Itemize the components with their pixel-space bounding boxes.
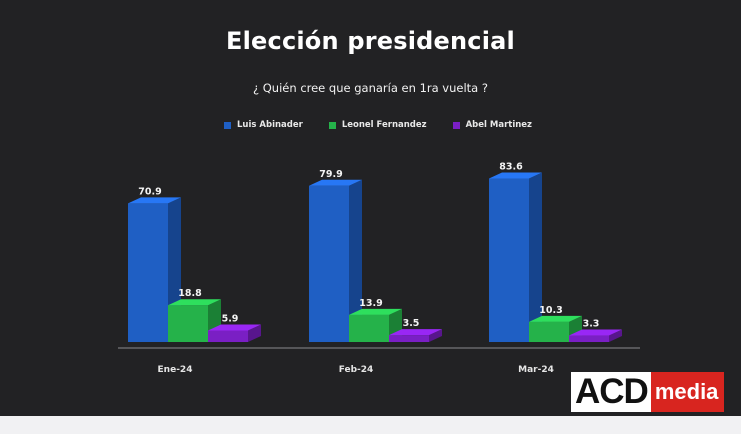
x-tick-label: Mar-24 (518, 365, 554, 375)
legend-label: Leonel Fernandez (341, 120, 427, 130)
acd-media-logo: ACD media (571, 372, 725, 412)
bar-mar-24-series-3 (569, 329, 622, 342)
legend-label: Abel Martinez (465, 120, 533, 130)
bar-feb-24-series-1 (309, 179, 362, 342)
legend-item-luis-abinader: Luis Abinader (224, 120, 303, 130)
legend-item-abel-martinez: Abel Martinez (452, 120, 533, 130)
data-label: 3.5 (403, 318, 420, 329)
data-label: 79.9 (319, 169, 342, 180)
logo-acd-text: ACD (571, 372, 651, 412)
data-label: 70.9 (138, 186, 161, 197)
legend-item-leonel-fernandez: Leonel Fernandez (328, 120, 427, 130)
legend-swatch (224, 121, 231, 129)
chart-panel: Ene-24 Feb-24 Mar-24 70.9 18.8 5.9 79.9 13.9 3.5… (0, 0, 741, 416)
bar-feb-24-series-2 (349, 308, 402, 342)
legend-swatch (452, 121, 460, 129)
legend-label: Luis Abinader (237, 120, 303, 130)
chart-legend: Luis Abinader Leonel Fernandez Abel Mart… (224, 120, 532, 130)
data-label: 18.8 (178, 288, 202, 299)
bar-ene-24-series-3 (208, 324, 261, 342)
bar-chart: Ene-24 Feb-24 Mar-24 70.9 18.8 5.9 79.9 13.9 3.5… (118, 162, 640, 375)
data-label: 3.3 (583, 319, 600, 330)
bar-mar-24-series-1 (489, 172, 542, 342)
chart-title: Elección presidencial (226, 27, 515, 55)
data-label: 10.3 (539, 305, 562, 316)
data-label: 5.9 (222, 313, 239, 324)
x-tick-label: Ene-24 (158, 365, 193, 375)
chart-subtitle: ¿ Quién cree que ganaría en 1ra vuelta ? (253, 81, 488, 95)
data-label: 13.9 (359, 298, 382, 309)
legend-swatch (328, 121, 336, 129)
data-label: 83.6 (499, 162, 523, 173)
logo-media-text: media (650, 372, 725, 412)
x-tick-label: Feb-24 (339, 365, 374, 375)
bar-feb-24-series-3 (389, 329, 442, 342)
